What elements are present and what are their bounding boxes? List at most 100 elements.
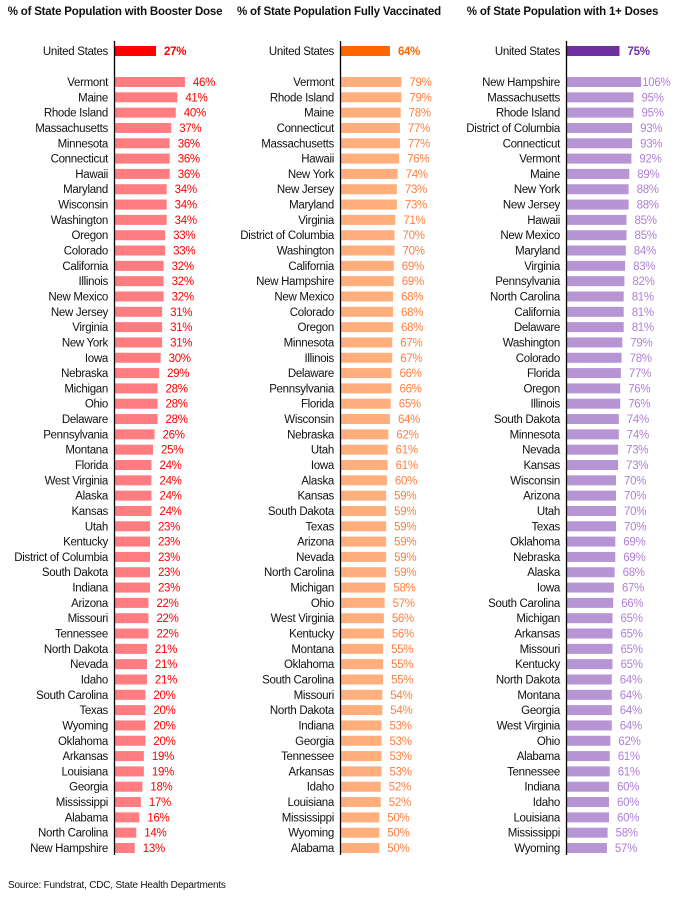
- data-label-district-of-columbia: 93%: [640, 123, 662, 135]
- category-label-vermont: Vermont: [519, 154, 561, 166]
- category-label-alabama: Alabama: [291, 843, 335, 855]
- category-label-massachusetts: Massachusetts: [487, 92, 560, 104]
- data-label-hawaii: 36%: [178, 169, 200, 181]
- data-label-west-virginia: 64%: [620, 720, 642, 732]
- category-label-kentucky: Kentucky: [515, 659, 560, 671]
- category-label-tennessee: Tennessee: [281, 751, 334, 763]
- data-label-colorado: 33%: [173, 246, 195, 258]
- data-label-utah: 23%: [158, 521, 180, 533]
- bar-row: Alaska 68%: [527, 567, 645, 579]
- bar-row: Nebraska 69%: [513, 551, 646, 564]
- bar-missouri: [115, 613, 149, 624]
- data-label-delaware: 81%: [632, 322, 654, 334]
- category-label-west-virginia: West Virginia: [497, 720, 561, 732]
- category-label-louisiana: Louisiana: [61, 766, 108, 778]
- category-label-montana: Montana: [65, 445, 109, 457]
- bar-row: California 81%: [514, 306, 654, 319]
- data-label-south-dakota: 23%: [158, 567, 180, 579]
- bar-ohio: [567, 735, 611, 746]
- bar-row: New Mexico 32%: [48, 291, 194, 303]
- bar-indiana: [115, 582, 150, 593]
- data-label-florida: 77%: [629, 368, 651, 380]
- bar-row: Massachusetts 95%: [487, 92, 664, 104]
- bar-row: Connecticut 77%: [277, 122, 430, 135]
- data-label-georgia: 53%: [390, 736, 412, 748]
- category-label-south-dakota: South Dakota: [42, 567, 109, 579]
- bar-missouri: [567, 643, 613, 654]
- bar-california: [567, 306, 624, 317]
- data-label-south-carolina: 20%: [153, 690, 175, 702]
- data-label-indiana: 23%: [158, 583, 180, 595]
- category-label-florida: Florida: [301, 399, 335, 411]
- bar-rhode-island: [341, 92, 402, 103]
- bar-connecticut: [567, 138, 633, 149]
- data-label-georgia: 64%: [620, 705, 642, 717]
- category-label-texas: Texas: [531, 521, 560, 533]
- bar-row: South Dakota 23%: [42, 567, 180, 579]
- bar-north-carolina: [567, 291, 624, 302]
- bar-row: Florida 24%: [75, 460, 182, 472]
- bar-row: Idaho 21%: [81, 674, 177, 686]
- category-label-ohio: Ohio: [85, 399, 108, 411]
- bar-row: New Jersey 73%: [277, 184, 427, 196]
- bar-new-jersey: [567, 199, 629, 210]
- bar-wyoming: [341, 827, 380, 838]
- category-label-rhode-island: Rhode Island: [44, 108, 108, 120]
- bar-row: Vermont 46%: [67, 77, 215, 89]
- category-label-united-states: United States: [495, 46, 561, 58]
- data-label-california: 32%: [172, 261, 194, 273]
- data-label-north-dakota: 64%: [620, 674, 642, 686]
- data-label-missouri: 65%: [621, 644, 643, 656]
- bar-louisiana: [341, 797, 381, 808]
- bar-nevada: [567, 444, 619, 455]
- data-label-wyoming: 20%: [153, 720, 175, 732]
- bar-row: Pennsylvania 26%: [43, 429, 185, 441]
- bar-mississippi: [115, 797, 141, 808]
- bar-row: Nebraska 62%: [287, 429, 419, 441]
- category-label-missouri: Missouri: [520, 644, 560, 656]
- bar-row: Virginia 31%: [72, 322, 193, 334]
- bar-row: Alaska 60%: [301, 475, 417, 487]
- bar-row: Hawaii 36%: [75, 168, 200, 181]
- bar-row: Rhode Island 79%: [270, 92, 432, 104]
- category-label-iowa: Iowa: [311, 460, 335, 472]
- bar-new-york: [341, 168, 398, 179]
- bar-utah: [341, 444, 388, 455]
- bar-virginia: [341, 214, 396, 225]
- bar-row: Oklahoma 20%: [58, 735, 176, 748]
- bar-row: West Virginia 24%: [45, 475, 182, 487]
- fully-vaccinated-chart: United States 64% Vermont 79% Rhode Island 79…: [240, 41, 432, 855]
- bar-pennsylvania: [341, 383, 392, 394]
- data-label-colorado: 78%: [630, 353, 652, 365]
- category-label-minnesota: Minnesota: [510, 429, 561, 441]
- bar-row: Arizona 59%: [297, 536, 417, 549]
- bar-row: District of Columbia 23%: [14, 551, 180, 564]
- data-label-arkansas: 53%: [390, 766, 412, 778]
- data-label-alabama: 50%: [387, 843, 409, 855]
- bar-row: Arkansas 19%: [62, 751, 174, 763]
- us-row: United States 64%: [269, 46, 420, 58]
- bar-georgia: [567, 705, 612, 716]
- bar-row: Maryland 34%: [63, 184, 197, 196]
- data-label-minnesota: 36%: [178, 138, 200, 150]
- data-label-texas: 20%: [153, 705, 175, 717]
- bar-nevada: [341, 551, 387, 562]
- data-label-nevada: 73%: [626, 445, 648, 457]
- category-label-maryland: Maryland: [63, 184, 108, 196]
- bar-massachusetts: [341, 138, 400, 149]
- data-label-new-mexico: 85%: [635, 230, 657, 242]
- data-label-oregon: 33%: [173, 230, 195, 242]
- bar-row: New Hampshire 106%: [482, 77, 671, 89]
- data-label-new-hampshire: 69%: [402, 276, 424, 288]
- category-label-arkansas: Arkansas: [62, 751, 108, 763]
- bar-row: Louisiana 52%: [287, 797, 411, 809]
- data-label-indiana: 60%: [617, 782, 639, 794]
- bar-ohio: [341, 597, 385, 608]
- category-label-kentucky: Kentucky: [63, 537, 108, 549]
- data-label-new-mexico: 68%: [401, 291, 423, 303]
- data-label-district-of-columbia: 70%: [403, 230, 425, 242]
- data-label-montana: 55%: [391, 644, 413, 656]
- bar-connecticut: [115, 153, 170, 164]
- data-label-pennsylvania: 82%: [632, 276, 654, 288]
- category-label-california: California: [514, 307, 560, 319]
